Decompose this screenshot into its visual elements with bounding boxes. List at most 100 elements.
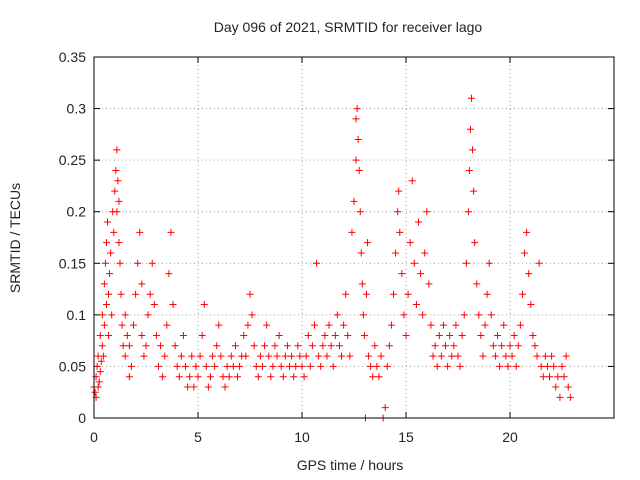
- data-point: [521, 249, 529, 257]
- data-point: [356, 208, 364, 216]
- data-point: [414, 218, 422, 226]
- data-point: [485, 259, 493, 267]
- data-point: [350, 197, 358, 205]
- data-point: [319, 342, 327, 350]
- data-point: [198, 331, 206, 339]
- data-point: [125, 342, 133, 350]
- data-point: [546, 373, 554, 381]
- data-point: [150, 301, 158, 309]
- data-point: [182, 362, 190, 370]
- data-point: [344, 331, 352, 339]
- data-point: [435, 331, 443, 339]
- data-point: [458, 331, 466, 339]
- data-point: [315, 352, 323, 360]
- data-point: [535, 259, 543, 267]
- data-point: [317, 362, 325, 370]
- data-point: [321, 331, 329, 339]
- data-point: [115, 239, 123, 247]
- y-tick-label: 0.05: [59, 358, 86, 374]
- data-point: [227, 352, 235, 360]
- data-point: [444, 362, 452, 370]
- data-point: [138, 331, 146, 339]
- data-point: [234, 373, 242, 381]
- data-point: [110, 228, 118, 236]
- data-point: [221, 383, 229, 391]
- data-point: [265, 352, 273, 360]
- data-point: [104, 218, 112, 226]
- data-point: [302, 352, 310, 360]
- data-point: [244, 321, 252, 329]
- data-point: [452, 321, 460, 329]
- data-point: [323, 352, 331, 360]
- data-point: [446, 331, 454, 339]
- data-point: [365, 352, 373, 360]
- data-point: [454, 352, 462, 360]
- data-point: [539, 373, 547, 381]
- data-point: [362, 290, 370, 298]
- data-point: [292, 362, 300, 370]
- data-point: [115, 197, 123, 205]
- data-point: [514, 342, 522, 350]
- data-point: [537, 362, 545, 370]
- data-point: [360, 331, 368, 339]
- data-point: [462, 259, 470, 267]
- data-point: [398, 270, 406, 278]
- data-point: [483, 290, 491, 298]
- data-point: [327, 342, 335, 350]
- data-point: [491, 352, 499, 360]
- data-point: [333, 311, 341, 319]
- data-point: [481, 321, 489, 329]
- data-point: [404, 290, 412, 298]
- data-point: [395, 187, 403, 195]
- data-point: [125, 373, 133, 381]
- data-point: [267, 373, 275, 381]
- data-point: [504, 362, 512, 370]
- data-point: [518, 290, 526, 298]
- data-point: [550, 362, 558, 370]
- data-point: [468, 94, 476, 102]
- data-point: [123, 331, 131, 339]
- data-point: [473, 280, 481, 288]
- data-point: [215, 321, 223, 329]
- data-point: [373, 362, 381, 370]
- data-point: [102, 239, 110, 247]
- data-point: [105, 290, 113, 298]
- data-point: [331, 331, 339, 339]
- data-point: [560, 373, 568, 381]
- y-tick-label: 0.15: [59, 255, 86, 271]
- y-axis-label: SRMTID / TECUs: [7, 183, 23, 293]
- y-tick-label: 0.35: [59, 49, 86, 65]
- data-point: [157, 342, 165, 350]
- data-point: [113, 146, 121, 154]
- data-point: [357, 249, 365, 257]
- data-point: [242, 352, 250, 360]
- data-point: [204, 383, 212, 391]
- data-point: [179, 331, 187, 339]
- data-point: [500, 321, 508, 329]
- data-point: [456, 362, 464, 370]
- x-tick-label: 0: [90, 429, 98, 445]
- data-point: [273, 352, 281, 360]
- data-point: [354, 136, 362, 144]
- data-point: [340, 321, 348, 329]
- data-point: [99, 352, 107, 360]
- data-point: [194, 373, 202, 381]
- data-point: [352, 115, 360, 123]
- data-point: [396, 228, 404, 236]
- data-point: [502, 352, 510, 360]
- data-point: [283, 342, 291, 350]
- data-point: [130, 321, 138, 329]
- data-point: [342, 290, 350, 298]
- data-point: [113, 208, 121, 216]
- data-point: [371, 342, 379, 350]
- data-point: [353, 105, 361, 113]
- data-point: [471, 239, 479, 247]
- data-point: [423, 208, 431, 216]
- data-point: [100, 280, 108, 288]
- data-point: [433, 362, 441, 370]
- data-point: [121, 352, 129, 360]
- data-point: [188, 352, 196, 360]
- data-point: [106, 270, 114, 278]
- data-point: [329, 362, 337, 370]
